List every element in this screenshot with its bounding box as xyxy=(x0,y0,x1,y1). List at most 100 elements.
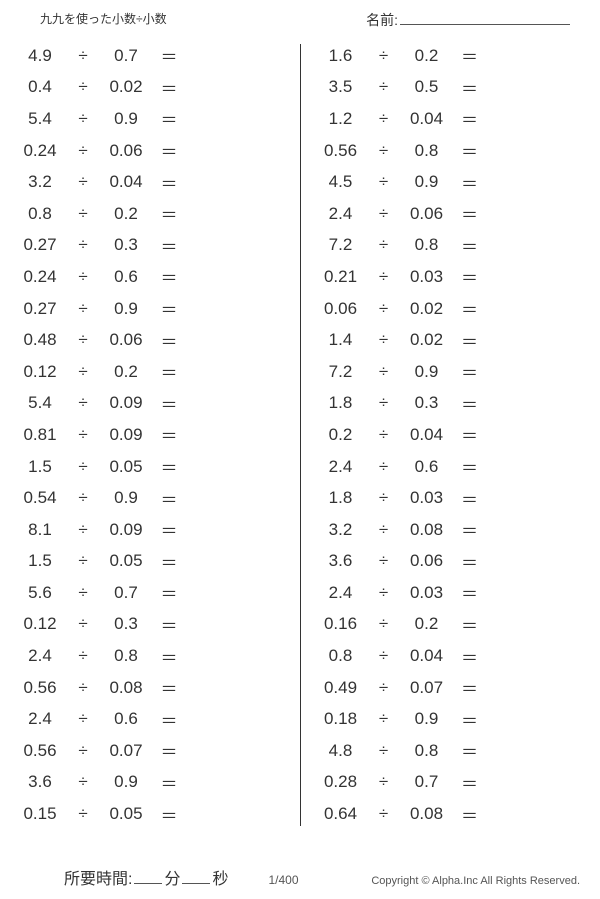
problem-row: 1.5÷0.05＝ xyxy=(14,546,286,578)
operand-a: 0.8 xyxy=(14,204,66,224)
operand-b: 0.09 xyxy=(100,520,152,540)
equals-symbol: ＝ xyxy=(152,296,186,321)
worksheet-footer: 所要時間: 分 秒 1/400 Copyright © Alpha.Inc Al… xyxy=(0,865,600,889)
operand-b: 0.9 xyxy=(401,362,453,382)
operand-b: 0.3 xyxy=(100,614,152,634)
divide-symbol: ÷ xyxy=(66,614,100,634)
problem-row: 2.4÷0.06＝ xyxy=(315,198,587,230)
operand-b: 0.7 xyxy=(100,46,152,66)
operand-a: 4.8 xyxy=(315,741,367,761)
operand-a: 3.6 xyxy=(315,551,367,571)
name-field: 名前: xyxy=(366,10,570,30)
problem-row: 0.64÷0.08＝ xyxy=(315,798,587,830)
name-label: 名前: xyxy=(366,10,398,30)
problem-row: 3.6÷0.06＝ xyxy=(315,546,587,578)
operand-a: 1.2 xyxy=(315,109,367,129)
operand-a: 1.6 xyxy=(315,46,367,66)
divide-symbol: ÷ xyxy=(367,772,401,792)
operand-a: 2.4 xyxy=(14,646,66,666)
divide-symbol: ÷ xyxy=(367,46,401,66)
problem-row: 4.5÷0.9＝ xyxy=(315,166,587,198)
name-blank-line[interactable] xyxy=(400,24,570,25)
equals-symbol: ＝ xyxy=(453,644,487,669)
divide-symbol: ÷ xyxy=(367,330,401,350)
equals-symbol: ＝ xyxy=(453,454,487,479)
problem-row: 7.2÷0.8＝ xyxy=(315,230,587,262)
problem-row: 4.8÷0.8＝ xyxy=(315,735,587,767)
right-column: 1.6÷0.2＝3.5÷0.5＝1.2÷0.04＝0.56÷0.8＝4.5÷0.… xyxy=(301,40,600,830)
operand-a: 8.1 xyxy=(14,520,66,540)
problem-row: 7.2÷0.9＝ xyxy=(315,356,587,388)
equals-symbol: ＝ xyxy=(453,201,487,226)
equals-symbol: ＝ xyxy=(453,675,487,700)
equals-symbol: ＝ xyxy=(453,170,487,195)
operand-b: 0.04 xyxy=(100,172,152,192)
operand-a: 2.4 xyxy=(14,709,66,729)
divide-symbol: ÷ xyxy=(66,678,100,698)
operand-a: 5.6 xyxy=(14,583,66,603)
operand-b: 0.2 xyxy=(100,204,152,224)
operand-a: 1.8 xyxy=(315,488,367,508)
equals-symbol: ＝ xyxy=(152,675,186,700)
problem-row: 2.4÷0.03＝ xyxy=(315,577,587,609)
operand-b: 0.9 xyxy=(401,172,453,192)
operand-b: 0.05 xyxy=(100,804,152,824)
operand-a: 0.24 xyxy=(14,267,66,287)
operand-b: 0.08 xyxy=(401,520,453,540)
equals-symbol: ＝ xyxy=(453,802,487,827)
operand-a: 0.56 xyxy=(315,141,367,161)
problem-row: 2.4÷0.6＝ xyxy=(315,451,587,483)
operand-b: 0.03 xyxy=(401,267,453,287)
seconds-blank[interactable] xyxy=(182,883,210,884)
problem-row: 5.4÷0.9＝ xyxy=(14,103,286,135)
divide-symbol: ÷ xyxy=(66,709,100,729)
problem-row: 3.5÷0.5＝ xyxy=(315,72,587,104)
divide-symbol: ÷ xyxy=(66,741,100,761)
equals-symbol: ＝ xyxy=(453,549,487,574)
problem-row: 1.4÷0.02＝ xyxy=(315,324,587,356)
operand-a: 0.56 xyxy=(14,678,66,698)
equals-symbol: ＝ xyxy=(152,422,186,447)
operand-b: 0.6 xyxy=(100,709,152,729)
divide-symbol: ÷ xyxy=(367,172,401,192)
left-column: 4.9÷0.7＝0.4÷0.02＝5.4÷0.9＝0.24÷0.06＝3.2÷0… xyxy=(0,40,300,830)
equals-symbol: ＝ xyxy=(152,233,186,258)
divide-symbol: ÷ xyxy=(367,709,401,729)
operand-a: 0.27 xyxy=(14,299,66,319)
divide-symbol: ÷ xyxy=(367,77,401,97)
minutes-blank[interactable] xyxy=(134,883,162,884)
equals-symbol: ＝ xyxy=(453,359,487,384)
equals-symbol: ＝ xyxy=(152,612,186,637)
operand-b: 0.06 xyxy=(100,330,152,350)
problem-row: 0.12÷0.2＝ xyxy=(14,356,286,388)
equals-symbol: ＝ xyxy=(152,201,186,226)
problem-row: 1.2÷0.04＝ xyxy=(315,103,587,135)
operand-a: 0.16 xyxy=(315,614,367,634)
operand-b: 0.2 xyxy=(401,46,453,66)
operand-a: 4.5 xyxy=(315,172,367,192)
operand-b: 0.5 xyxy=(401,77,453,97)
problem-row: 0.24÷0.6＝ xyxy=(14,261,286,293)
operand-a: 2.4 xyxy=(315,204,367,224)
operand-a: 1.5 xyxy=(14,551,66,571)
divide-symbol: ÷ xyxy=(66,583,100,603)
divide-symbol: ÷ xyxy=(66,235,100,255)
equals-symbol: ＝ xyxy=(453,612,487,637)
operand-a: 0.21 xyxy=(315,267,367,287)
operand-a: 0.24 xyxy=(14,141,66,161)
operand-a: 0.18 xyxy=(315,709,367,729)
operand-a: 2.4 xyxy=(315,457,367,477)
equals-symbol: ＝ xyxy=(152,707,186,732)
equals-symbol: ＝ xyxy=(152,738,186,763)
operand-a: 0.81 xyxy=(14,425,66,445)
operand-b: 0.05 xyxy=(100,551,152,571)
equals-symbol: ＝ xyxy=(453,233,487,258)
divide-symbol: ÷ xyxy=(367,204,401,224)
operand-a: 0.12 xyxy=(14,362,66,382)
divide-symbol: ÷ xyxy=(66,299,100,319)
equals-symbol: ＝ xyxy=(453,707,487,732)
divide-symbol: ÷ xyxy=(367,804,401,824)
operand-a: 0.48 xyxy=(14,330,66,350)
operand-a: 0.06 xyxy=(315,299,367,319)
operand-b: 0.9 xyxy=(100,772,152,792)
